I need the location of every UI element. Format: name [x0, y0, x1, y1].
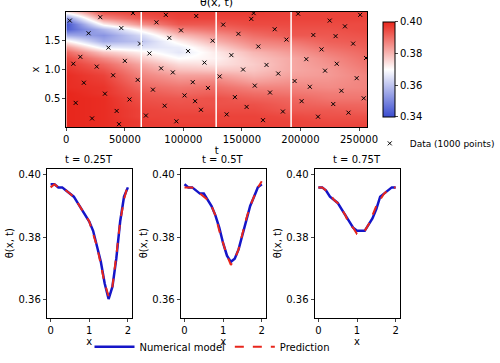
- svg-text:Numerical model: Numerical model: [140, 342, 225, 353]
- svg-text:1: 1: [220, 325, 226, 336]
- svg-text:x: x: [354, 336, 360, 347]
- svg-text:0.36: 0.36: [18, 294, 40, 305]
- svg-text:0.40: 0.40: [400, 16, 422, 27]
- svg-text:0.36: 0.36: [286, 294, 308, 305]
- svg-text:1: 1: [354, 325, 360, 336]
- svg-text:θ(x, t): θ(x, t): [4, 228, 15, 258]
- svg-text:0.38: 0.38: [400, 48, 422, 59]
- svg-text:x: x: [86, 336, 92, 347]
- svg-text:θ(x, t): θ(x, t): [200, 0, 233, 9]
- svg-text:250000: 250000: [340, 134, 378, 145]
- svg-text:Data (1000 points): Data (1000 points): [410, 139, 495, 149]
- svg-text:0: 0: [315, 325, 321, 336]
- svg-text:0.34: 0.34: [400, 111, 422, 122]
- svg-text:t = 0.75T: t = 0.75T: [333, 154, 381, 165]
- svg-text:0.38: 0.38: [152, 232, 174, 243]
- svg-text:0.36: 0.36: [152, 294, 174, 305]
- svg-text:0.36: 0.36: [400, 80, 422, 91]
- svg-text:0.38: 0.38: [286, 232, 308, 243]
- svg-text:t = 0.25T: t = 0.25T: [65, 154, 113, 165]
- svg-text:2: 2: [392, 325, 398, 336]
- svg-text:1.0: 1.0: [44, 64, 60, 75]
- svg-text:2: 2: [259, 325, 265, 336]
- svg-text:0: 0: [181, 325, 187, 336]
- svg-text:θ(x, t): θ(x, t): [138, 228, 149, 258]
- svg-text:0.40: 0.40: [286, 169, 308, 180]
- svg-text:0.40: 0.40: [152, 169, 174, 180]
- svg-text:t: t: [215, 145, 219, 156]
- svg-text:150000: 150000: [223, 134, 261, 145]
- svg-text:t = 0.5T: t = 0.5T: [202, 154, 244, 165]
- svg-text:100000: 100000: [164, 134, 202, 145]
- svg-text:1.5: 1.5: [44, 35, 60, 46]
- svg-text:50000: 50000: [109, 134, 141, 145]
- svg-text:200000: 200000: [281, 134, 319, 145]
- svg-text:2: 2: [125, 325, 131, 336]
- svg-text:θ(x, t): θ(x, t): [272, 228, 283, 258]
- svg-text:0.40: 0.40: [18, 169, 40, 180]
- svg-text:0.5: 0.5: [44, 93, 60, 104]
- svg-text:x: x: [30, 66, 41, 72]
- svg-text:1: 1: [86, 325, 92, 336]
- svg-text:0: 0: [47, 325, 53, 336]
- svg-text:x: x: [220, 336, 226, 347]
- svg-text:0.38: 0.38: [18, 232, 40, 243]
- svg-text:0: 0: [63, 134, 69, 145]
- svg-text:Prediction: Prediction: [280, 342, 330, 353]
